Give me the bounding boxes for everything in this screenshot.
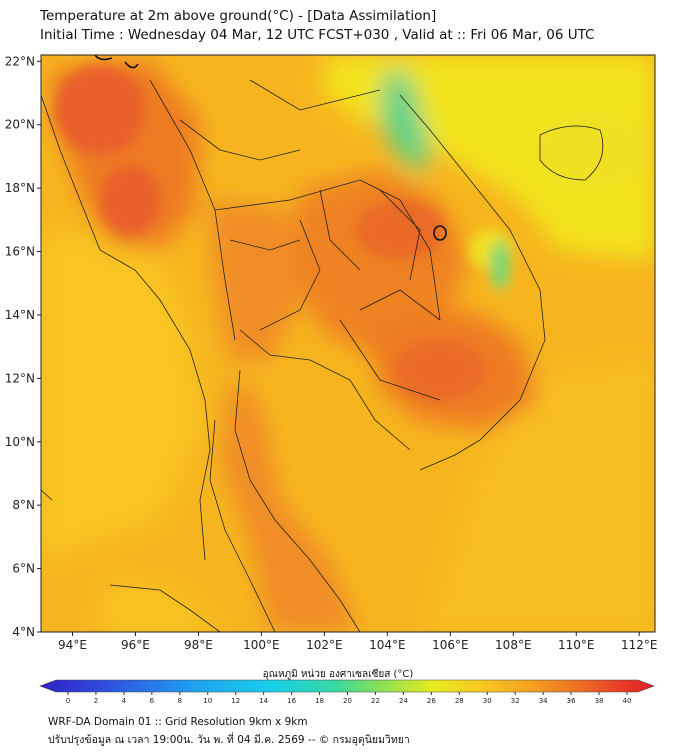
- light-orange-sea: [430, 360, 655, 632]
- lat-tick-label: 8°N: [12, 498, 35, 512]
- lon-tick-label: 112°E: [621, 638, 658, 652]
- peak-hot-isan: [355, 200, 445, 260]
- colorbar-tick-label: 24: [399, 697, 408, 705]
- country-borders: [41, 79, 604, 632]
- isotherm-contours: [94, 55, 447, 241]
- colorbar-tick-label: 16: [287, 697, 296, 705]
- lon-tick-label: 96°E: [121, 638, 150, 652]
- lat-tick-label: 4°N: [12, 625, 35, 639]
- colorbar-tick-label: 20: [343, 697, 352, 705]
- footer-update-info: ปรับปรุงข้อมูล ณ เวลา 19:00น. วัน พ. ที่…: [48, 734, 410, 746]
- longitude-axis: 94°E 96°E 98°E 100°E 102°E 104°E 106°E 108°E 110…: [58, 632, 658, 652]
- peak-hot-myanmar: [100, 165, 160, 235]
- lat-tick-label: 14°N: [5, 308, 35, 322]
- colorbar-bar: [39, 679, 655, 693]
- lon-tick-label: 104°E: [369, 638, 406, 652]
- lon-tick-label: 98°E: [184, 638, 213, 652]
- latitude-axis: 22°N 20°N 18°N 16°N 14°N 12°N 10°N 8°N 6°N 4°N: [5, 54, 41, 639]
- colorbar: 0 2 4 6 8 10 12 14 16 18 20 22 24 26 28 30 32 34 36 38 40: [39, 679, 655, 705]
- colorbar-tick-label: 26: [427, 697, 436, 705]
- lat-tick-label: 22°N: [5, 54, 35, 68]
- lat-tick-label: 6°N: [12, 562, 35, 576]
- colorbar-tick-label: 2: [94, 697, 98, 705]
- colorbar-tick-label: 28: [455, 697, 464, 705]
- lon-tick-label: 100°E: [243, 638, 280, 652]
- footer-domain-info: WRF-DA Domain 01 :: Grid Resolution 9km …: [48, 716, 308, 728]
- hot-zone-peninsula: [220, 380, 360, 632]
- light-zone-sumatra: [100, 580, 220, 632]
- colorbar-tick-label: 4: [122, 697, 127, 705]
- hot-zone-central: [210, 200, 300, 360]
- lon-tick-label: 106°E: [432, 638, 469, 652]
- colorbar-title: อุณหภูมิ หน่วย องศาเซลเซียส (°C): [262, 669, 414, 680]
- colorbar-tick-label: 38: [595, 697, 604, 705]
- colorbar-tick-label: 18: [315, 697, 324, 705]
- colorbar-tick-label: 36: [567, 697, 576, 705]
- colorbar-tick-label: 6: [150, 697, 155, 705]
- lon-tick-label: 108°E: [495, 638, 532, 652]
- colorbar-tick-label: 12: [231, 697, 240, 705]
- map-title: Temperature at 2m above ground(°C) - [Da…: [40, 8, 437, 24]
- colorbar-tick-label: 22: [371, 697, 380, 705]
- colorbar-tick-label: 40: [623, 697, 632, 705]
- lon-tick-label: 110°E: [558, 638, 595, 652]
- light-orange-andaman: [41, 230, 200, 560]
- lat-tick-label: 12°N: [5, 371, 35, 385]
- temperature-field: [41, 55, 655, 632]
- colorbar-ticks: 0 2 4 6 8 10 12 14 16 18 20 22 24 26 28 30 32 34 36 38 40: [66, 692, 632, 705]
- colorbar-tick-label: 34: [539, 697, 548, 705]
- lon-tick-label: 102°E: [306, 638, 343, 652]
- plot-frame: [40, 54, 656, 633]
- map-subtitle: Initial Time : Wednesday 04 Mar, 12 UTC …: [40, 27, 595, 43]
- lat-tick-label: 16°N: [5, 245, 35, 259]
- colorbar-tick-label: 0: [66, 697, 70, 705]
- colorbar-tick-label: 8: [178, 697, 182, 705]
- isotherm-loop-north2: [124, 61, 139, 69]
- yellow-zone-gulf: [530, 110, 650, 190]
- lon-tick-label: 94°E: [58, 638, 87, 652]
- colorbar-tick-label: 32: [511, 697, 520, 705]
- peak-hot-cambodia: [395, 340, 485, 400]
- cool-zone-annamite: [380, 70, 430, 175]
- lat-tick-label: 20°N: [5, 118, 35, 132]
- colorbar-tick-label: 14: [259, 697, 268, 705]
- isotherm-loop-laos: [433, 225, 447, 241]
- isotherm-loop-north: [94, 55, 113, 61]
- cool-spot-vietnam: [490, 240, 510, 290]
- lat-tick-label: 18°N: [5, 181, 35, 195]
- colorbar-tick-label: 10: [203, 697, 212, 705]
- lat-tick-label: 10°N: [5, 435, 35, 449]
- peak-hot-nw: [55, 65, 145, 155]
- colorbar-tick-label: 30: [483, 697, 492, 705]
